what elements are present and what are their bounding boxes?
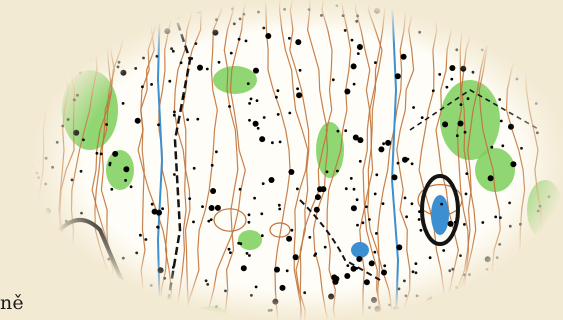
boulder-dot xyxy=(529,258,533,261)
boulder-dot xyxy=(547,310,553,316)
boulder-dot xyxy=(122,15,126,19)
boulder-dot xyxy=(491,279,495,283)
boulder-dot xyxy=(53,244,60,251)
boulder-dot xyxy=(503,286,509,293)
boulder-dot xyxy=(48,75,51,79)
boulder-dot xyxy=(527,264,531,268)
boulder-dot xyxy=(529,305,536,312)
boulder-dot xyxy=(121,8,128,15)
boulder-dot xyxy=(90,29,97,36)
boulder-dot xyxy=(546,226,550,230)
boulder-dot xyxy=(513,261,517,265)
boulder-dot xyxy=(454,296,458,300)
boulder-dot xyxy=(87,52,90,56)
boulder-dot xyxy=(110,277,117,284)
boulder-dot xyxy=(32,109,33,112)
boulder-dot xyxy=(457,299,460,302)
boulder-dot xyxy=(41,270,44,274)
boulder-dot xyxy=(32,68,38,75)
boulder-dot xyxy=(40,242,44,246)
boulder-dot xyxy=(120,301,123,305)
boulder-dot xyxy=(534,70,541,77)
boulder-dot xyxy=(57,15,61,19)
boulder-dot xyxy=(33,39,37,42)
boulder-dot xyxy=(535,308,538,312)
boulder-dot xyxy=(98,272,102,276)
boulder-dot xyxy=(519,51,526,58)
boulder-dot xyxy=(517,52,521,56)
boulder-dot xyxy=(542,260,546,264)
boulder-dot xyxy=(510,7,514,10)
boulder-dot xyxy=(136,298,143,305)
boulder-dot xyxy=(75,37,82,44)
boulder-dot xyxy=(42,27,49,34)
boulder-dot xyxy=(482,35,489,42)
map-vignette xyxy=(30,0,563,320)
boulder-dot xyxy=(36,259,39,263)
boulder-dot xyxy=(484,19,488,23)
boulder-dot xyxy=(128,4,135,11)
boulder-dot xyxy=(529,279,532,283)
boulder-dot xyxy=(477,4,481,8)
boulder-dot xyxy=(94,288,98,291)
boulder-dot xyxy=(534,266,541,273)
boulder-dot xyxy=(32,95,35,99)
boulder-dot xyxy=(68,6,72,10)
boulder-dot xyxy=(203,312,207,316)
boulder-dot xyxy=(54,287,57,291)
boulder-dot xyxy=(495,308,499,311)
boulder-dot xyxy=(521,35,525,39)
boulder-dot xyxy=(125,302,128,306)
boulder-dot xyxy=(44,36,51,42)
boulder-dot xyxy=(495,299,502,306)
boulder-dot xyxy=(538,24,541,28)
boulder-dot xyxy=(37,283,44,290)
boulder-dot xyxy=(101,300,108,307)
boulder-dot xyxy=(97,270,101,273)
boulder-dot xyxy=(143,301,147,304)
boulder-dot xyxy=(110,10,117,17)
boulder-dot xyxy=(471,6,478,13)
boulder-dot xyxy=(100,275,103,279)
boulder-dot xyxy=(530,249,534,253)
boulder-dot xyxy=(461,10,465,13)
boulder-dot xyxy=(69,307,72,310)
boulder-dot xyxy=(174,306,181,313)
boulder-dot xyxy=(41,262,48,269)
boulder-dot xyxy=(34,240,41,247)
boulder-dot xyxy=(541,265,548,272)
caption-text: ně xyxy=(0,292,24,314)
boulder-dot xyxy=(29,231,32,234)
boulder-dot xyxy=(516,28,522,35)
boulder-dot xyxy=(131,4,138,10)
boulder-dot xyxy=(77,280,81,283)
boulder-dot xyxy=(32,110,34,113)
